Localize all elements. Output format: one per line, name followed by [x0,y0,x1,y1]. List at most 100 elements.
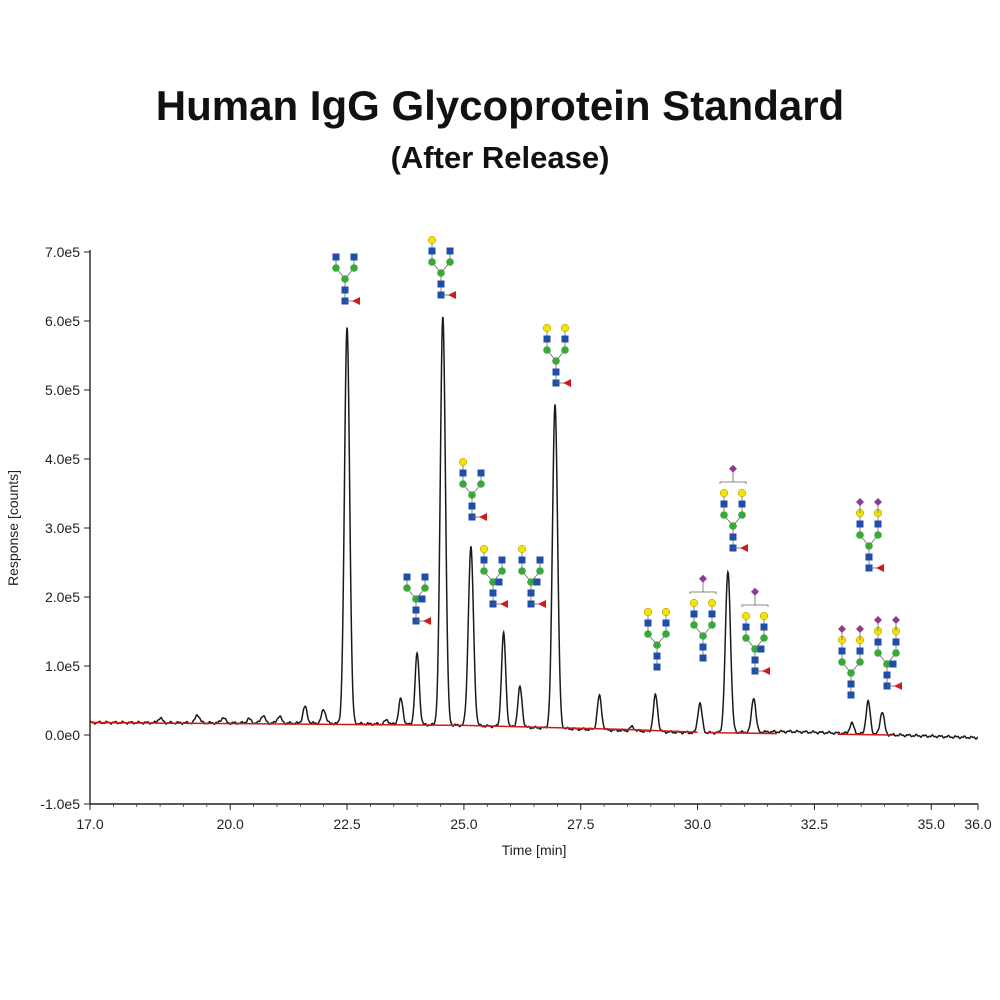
glycan-structure [719,464,748,552]
glcnac-symbol [561,335,569,343]
galactose-symbol [517,544,527,554]
mannose-symbol [708,621,716,629]
galactose-symbol [661,607,671,617]
glcnac-symbol [653,663,661,671]
y-tick-label: 1.0e5 [45,658,80,674]
y-tick-label: 5.0e5 [45,382,80,398]
glcnac-symbol [421,573,429,581]
glcnac-symbol [847,691,855,699]
glcnac-symbol [518,556,526,564]
glcnac-symbol [428,247,436,255]
mannose-symbol [518,567,526,575]
mannose-symbol [760,634,768,642]
glcnac-symbol [350,253,358,261]
galactose-symbol [427,235,437,245]
mannose-symbol [446,258,454,266]
mannose-symbol [468,491,476,499]
glcnac-symbol [653,652,661,660]
galactose-symbol [643,607,653,617]
mannose-symbol [459,480,467,488]
mannose-symbol [874,531,882,539]
x-tick-label: 30.0 [684,816,711,832]
glcnac-symbol [729,533,737,541]
mannose-symbol [874,649,882,657]
chromatogram-trace [89,316,979,740]
sialic-acid-symbol [874,616,882,624]
mannose-symbol [477,480,485,488]
glcnac-symbol [468,502,476,510]
mannose-symbol [690,621,698,629]
glcnac-symbol [459,469,467,477]
y-tick-label: 0.0e0 [45,727,80,743]
glcnac-symbol [412,606,420,614]
galactose-symbol [741,611,751,621]
glycan-structure [332,253,360,305]
glcnac-symbol [527,589,535,597]
traces [89,316,979,740]
glcnac-symbol [498,556,506,564]
galactose-symbol [542,323,552,333]
mannose-symbol [847,669,855,677]
y-tick-label: 2.0e5 [45,589,80,605]
mannose-symbol [421,584,429,592]
galactose-symbol [719,488,729,498]
glcnac-symbol [760,623,768,631]
glcnac-symbol [889,660,897,668]
baseline-trace [837,733,894,736]
fucose-symbol [876,564,884,572]
mannose-symbol [742,634,750,642]
x-tick-label: 17.0 [76,816,103,832]
glcnac-symbol [489,589,497,597]
glcnac-symbol [332,253,340,261]
mannose-symbol [480,567,488,575]
sialic-acid-symbol [751,587,759,596]
glycan-structure [542,323,571,387]
galactose-symbol [458,457,468,467]
baseline-trace [89,721,698,733]
mannose-symbol [720,511,728,519]
glcnac-symbol [738,500,746,508]
galactose-symbol [759,611,769,621]
sialic-acid-symbol [892,616,900,624]
glcnac-symbol [341,286,349,294]
glcnac-symbol [644,619,652,627]
glcnac-symbol [699,654,707,662]
glcnac-symbol [477,469,485,477]
mannose-symbol [699,632,707,640]
mannose-symbol [856,531,864,539]
mannose-symbol [653,641,661,649]
glcnac-symbol [536,556,544,564]
mannose-symbol [543,346,551,354]
fucose-symbol [479,513,487,521]
mannose-symbol [892,649,900,657]
mannose-symbol [332,264,340,272]
glycan-structure [458,457,487,521]
glcnac-symbol [892,638,900,646]
x-tick-label: 22.5 [333,816,360,832]
sialic-acid-symbol [874,498,882,506]
sialic-acid-symbol [856,625,864,633]
glcnac-symbol [742,623,750,631]
x-tick-label: 20.0 [217,816,244,832]
glcnac-symbol [662,619,670,627]
glycan-bracket [689,591,717,594]
glycan-structure [837,625,865,699]
glcnac-symbol [480,556,488,564]
fucose-symbol [563,379,571,387]
fucose-symbol [352,297,360,305]
glcnac-symbol [699,643,707,651]
galactose-symbol [560,323,570,333]
mannose-symbol [552,357,560,365]
mannose-symbol [498,567,506,575]
glycan-structure [689,574,717,662]
glycan-structure [855,498,884,572]
mannose-symbol [865,542,873,550]
glycan-bracket [719,481,747,484]
chart-subtitle: (After Release) [390,140,610,175]
fucose-symbol [423,617,431,625]
glycan-structure [479,544,508,608]
mannose-symbol [350,264,358,272]
glcnac-symbol [883,671,891,679]
glcnac-symbol [543,335,551,343]
glycan-structure [517,544,546,608]
